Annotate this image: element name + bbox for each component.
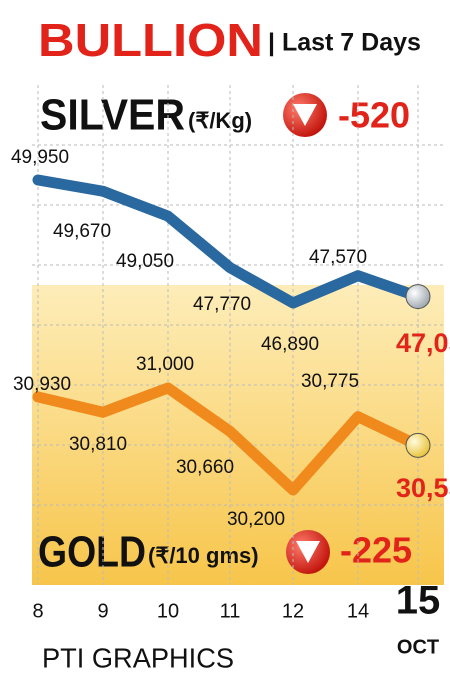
value-label: 49,670 [53, 221, 111, 242]
value-label: 30,775 [301, 371, 359, 392]
value-label: 30,200 [227, 509, 285, 530]
x-tick-label: 14 [347, 600, 369, 622]
down-arrow [293, 104, 317, 126]
x-tick-label: 11 [220, 600, 241, 622]
x-tick-label: 8 [32, 600, 43, 622]
value-label: 30,660 [176, 457, 234, 478]
series-name: GOLD [38, 528, 146, 577]
subtitle: | Last 7 Days [268, 29, 421, 57]
value-label: 31,000 [136, 354, 194, 375]
series-line [32, 382, 424, 496]
value-label: 30,930 [13, 374, 71, 395]
title: BULLION [38, 14, 263, 66]
panel-top [32, 85, 444, 285]
end-marker [405, 432, 431, 458]
value-label: 49,050 [116, 251, 174, 272]
value-label: 49,950 [11, 147, 69, 168]
grid [32, 144, 444, 506]
x-tick-label: 10 [157, 600, 179, 622]
value-label: 47,770 [193, 294, 251, 315]
series-name: SILVER [40, 91, 185, 140]
value-label: 30,550 [396, 473, 450, 503]
x-suffix: OCT [397, 636, 439, 658]
value-label: 46,890 [261, 334, 319, 355]
footer: PTI GRAPHICS [42, 642, 234, 673]
value-label: 47,050 [396, 328, 450, 358]
value-label: 30,810 [69, 434, 127, 455]
value-label: 47,570 [309, 247, 367, 268]
change: -520 [338, 95, 410, 136]
series-unit: (₹/10 gms) [148, 543, 259, 568]
change: -225 [340, 530, 412, 571]
series-line [32, 174, 424, 309]
series-unit: (₹/Kg) [188, 108, 252, 133]
x-tick-label: 12 [282, 600, 304, 622]
x-tick-label: 15 [396, 579, 441, 623]
end-marker [405, 284, 431, 310]
x-tick-label: 9 [97, 600, 108, 622]
down-arrow [296, 541, 320, 563]
